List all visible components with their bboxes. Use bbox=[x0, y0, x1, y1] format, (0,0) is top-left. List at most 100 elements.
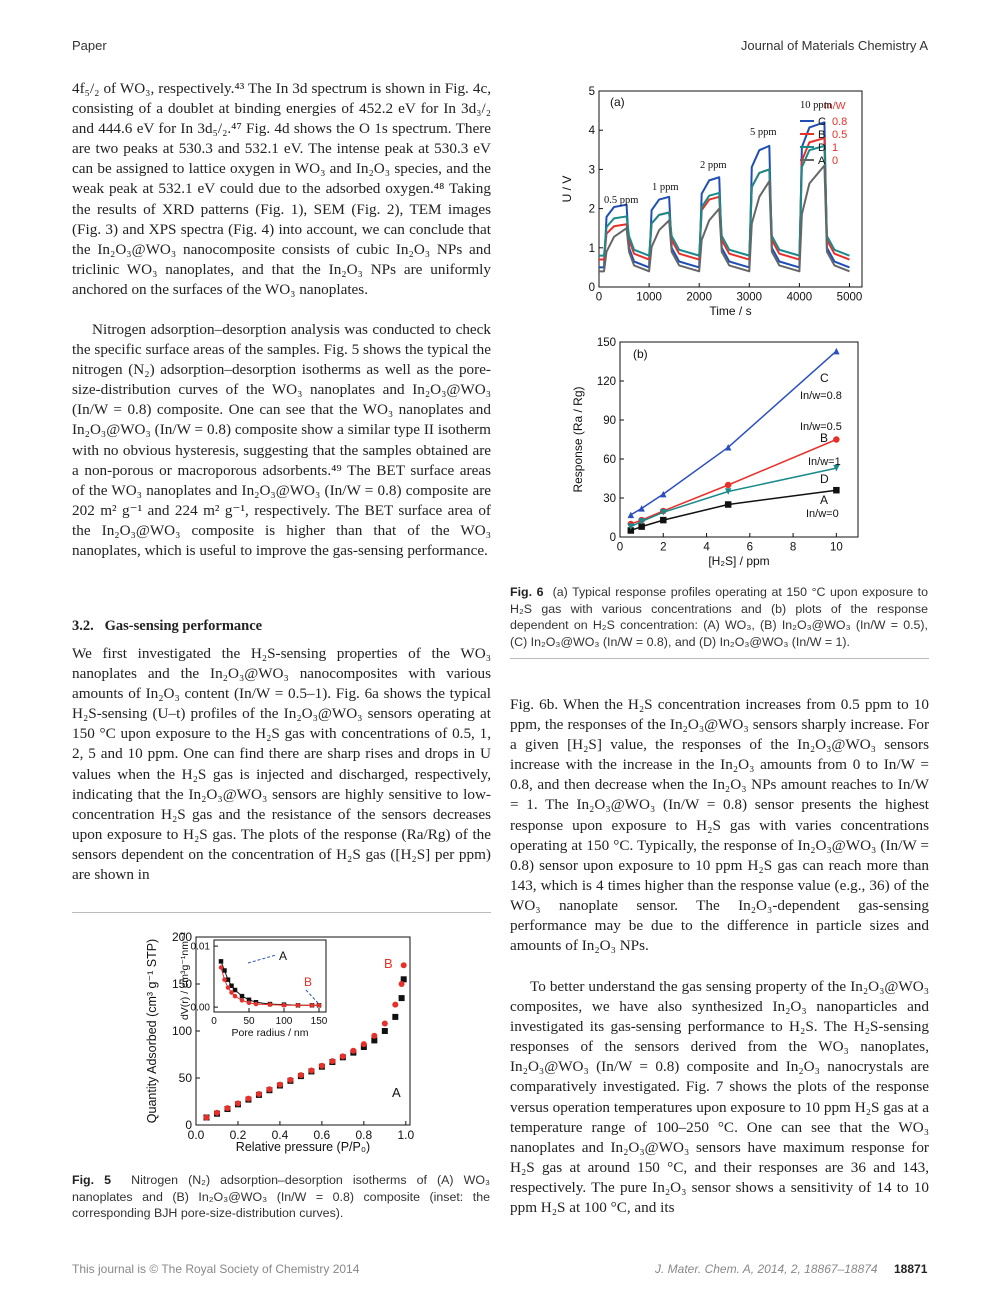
marker bbox=[281, 1003, 287, 1008]
marker bbox=[222, 977, 227, 982]
legend-value: 0.5 bbox=[832, 129, 847, 141]
series-label: D bbox=[820, 472, 829, 486]
series-note: In/w=0.8 bbox=[800, 390, 842, 402]
marker bbox=[276, 1081, 283, 1088]
marker bbox=[398, 981, 405, 987]
marker bbox=[255, 1090, 262, 1097]
marker bbox=[371, 1032, 378, 1039]
y-tick-label: 30 bbox=[603, 493, 616, 505]
legend-name: C bbox=[818, 116, 826, 128]
marker bbox=[350, 1047, 357, 1054]
marker bbox=[308, 1067, 315, 1074]
marker bbox=[381, 1028, 388, 1034]
marker bbox=[253, 1001, 259, 1007]
marker bbox=[627, 527, 635, 534]
y-tick-label: 5 bbox=[589, 86, 595, 98]
marker bbox=[295, 1003, 301, 1008]
footer-page: 18871 bbox=[894, 1262, 928, 1276]
plot-frame bbox=[619, 341, 859, 538]
marker bbox=[638, 523, 645, 530]
marker bbox=[225, 977, 231, 982]
x-tick-label: 0.6 bbox=[314, 1128, 331, 1142]
legend-name: A bbox=[818, 155, 826, 167]
x-tick-label: 0.0 bbox=[188, 1128, 205, 1142]
footer-citation: J. Mater. Chem. A, 2014, 2, 18867–18874 bbox=[655, 1262, 878, 1276]
y-tick-label: 4 bbox=[589, 125, 596, 137]
y-tick-label: 100 bbox=[172, 1024, 192, 1038]
x-tick-label: 10 bbox=[830, 542, 843, 554]
marker bbox=[245, 1095, 252, 1102]
marker bbox=[213, 1109, 220, 1116]
section-heading: 3.2. Gas-sensing performance bbox=[72, 618, 262, 635]
x-tick-label: 0 bbox=[211, 1016, 217, 1027]
arrow bbox=[247, 954, 319, 1004]
marker bbox=[297, 1072, 304, 1079]
series-label: A bbox=[279, 949, 287, 963]
x-tick-label: 100 bbox=[276, 1016, 293, 1027]
annotation: 2 ppm bbox=[700, 160, 727, 171]
section-title: Gas-sensing performance bbox=[104, 618, 263, 634]
marker bbox=[232, 987, 238, 993]
y-tick-label: 120 bbox=[597, 376, 616, 388]
annotation: 1 ppm bbox=[652, 182, 679, 193]
x-tick-label: 50 bbox=[243, 1016, 255, 1027]
x-tick-label: 0 bbox=[617, 542, 623, 554]
section-number: 3.2. bbox=[72, 618, 94, 634]
marker bbox=[833, 436, 840, 443]
header-journal: Journal of Materials Chemistry A bbox=[740, 38, 928, 53]
annotation: 0.5 ppm bbox=[604, 195, 638, 206]
marker bbox=[266, 1086, 273, 1093]
y-tick-label: 60 bbox=[603, 454, 616, 466]
y-tick-label: 0 bbox=[185, 1118, 192, 1132]
marker bbox=[400, 976, 407, 983]
y-tick-label: 0 bbox=[589, 282, 595, 294]
x-axis-label: Relative pressure (P/P₀) bbox=[236, 1140, 370, 1154]
annotations: A B A B (a) 0.5 ppm 1 ppm 2 ppm 5 ppm 10… bbox=[247, 95, 842, 1100]
marker bbox=[203, 1114, 210, 1121]
marker bbox=[724, 501, 732, 508]
legend-title: In/W bbox=[824, 100, 846, 112]
marker bbox=[222, 968, 227, 973]
marker bbox=[400, 962, 407, 969]
annotation: 5 ppm bbox=[750, 127, 777, 138]
y-tick-label: 0.01 bbox=[191, 942, 211, 953]
x-tick-label: 0 bbox=[596, 292, 602, 304]
marker bbox=[246, 1000, 252, 1006]
series-note: In/w=0.5 bbox=[800, 421, 842, 433]
marker bbox=[218, 959, 224, 964]
marker bbox=[381, 1020, 388, 1027]
legend-name: D bbox=[818, 142, 826, 154]
marker bbox=[234, 1100, 241, 1107]
y-tick-label: 200 bbox=[172, 930, 192, 944]
y-axis-label: Quantity Adsorbed (cm³ g⁻¹ STP) bbox=[145, 939, 159, 1123]
marker bbox=[239, 993, 245, 999]
x-tick-label: 1.0 bbox=[397, 1128, 414, 1142]
marker bbox=[627, 523, 635, 530]
paragraph: We first investigated the H₂S-sensing pr… bbox=[72, 645, 491, 884]
x-tick-label: 0.8 bbox=[355, 1128, 372, 1142]
marker bbox=[833, 464, 840, 472]
marker bbox=[833, 347, 840, 355]
annotation: (a) bbox=[610, 95, 625, 109]
marker bbox=[267, 1002, 273, 1007]
marker bbox=[660, 490, 667, 498]
x-tick-label: 4 bbox=[703, 542, 710, 554]
paragraph: 4f₅/₂ of WO₃, respectively.⁴³ The In 3d … bbox=[72, 80, 491, 298]
legend-value: 0 bbox=[832, 155, 838, 167]
x-tick-label: 6 bbox=[747, 542, 753, 554]
header-section: Paper bbox=[72, 38, 107, 53]
annotation: (b) bbox=[633, 347, 648, 361]
marker bbox=[638, 505, 645, 512]
marker bbox=[232, 993, 238, 999]
marker bbox=[360, 1041, 367, 1048]
annotation: 10 ppm bbox=[800, 100, 832, 111]
marker bbox=[638, 518, 645, 525]
y-axis-label: Response (Ra / Rg) bbox=[571, 386, 585, 492]
legend-name: B bbox=[818, 129, 825, 141]
caption-text: Nitrogen (N₂) adsorption–desorption isot… bbox=[72, 1173, 491, 1220]
marker bbox=[339, 1053, 346, 1060]
marker bbox=[627, 511, 635, 519]
series-line bbox=[599, 164, 850, 273]
